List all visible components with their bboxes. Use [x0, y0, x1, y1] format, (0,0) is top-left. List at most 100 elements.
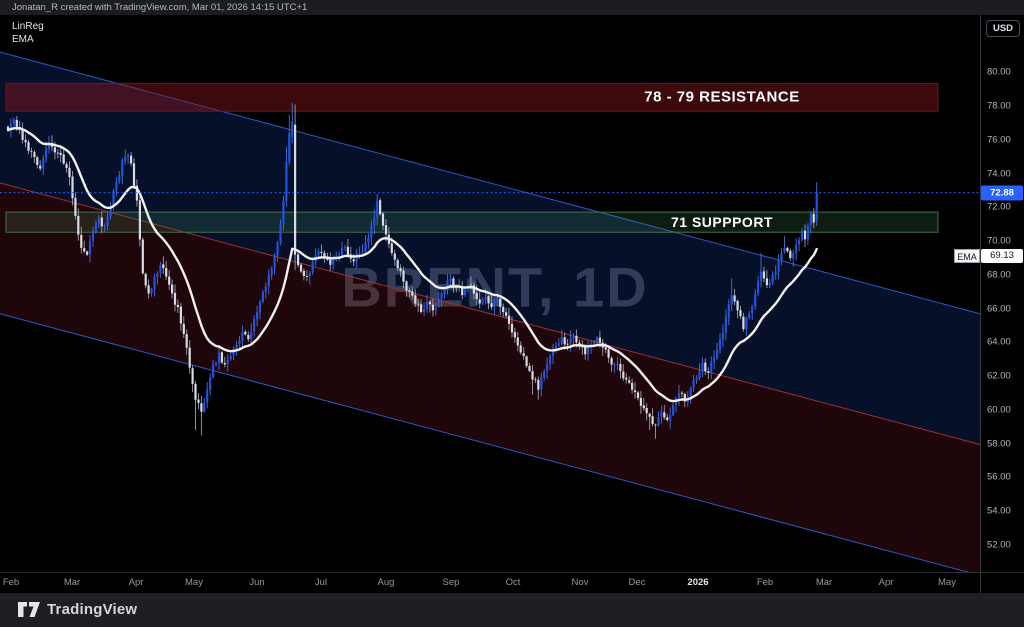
support-zone-label[interactable]: 71 SUPPPORT [671, 214, 773, 231]
candle [689, 386, 692, 404]
candle [642, 397, 645, 411]
time-label-month: Oct [505, 577, 521, 588]
candle [572, 333, 575, 347]
candle [730, 278, 733, 312]
candle [209, 373, 212, 396]
candle [519, 341, 522, 355]
candle [713, 350, 716, 369]
candle [74, 192, 77, 220]
candle [399, 264, 402, 277]
candle [294, 104, 297, 270]
candle [557, 338, 560, 348]
candle [663, 405, 666, 420]
candle [619, 358, 622, 379]
candle [510, 316, 514, 338]
resistance-zone-label[interactable]: 78 - 79 RESISTANCE [644, 88, 800, 106]
candle [238, 336, 241, 350]
time-label-month: Sep [442, 577, 460, 588]
candle [806, 223, 809, 245]
candle [130, 152, 133, 167]
candle [223, 356, 226, 368]
candle [329, 252, 332, 271]
candle [88, 234, 92, 263]
candle [267, 269, 270, 295]
candle [65, 162, 68, 173]
candle [393, 249, 396, 266]
candle [261, 290, 264, 304]
candle [423, 302, 426, 316]
candle [200, 396, 203, 436]
candle [507, 308, 511, 330]
tradingview-logo-link[interactable]: TradingView [18, 601, 137, 618]
candle [42, 155, 45, 175]
candle [718, 333, 722, 354]
price-tick: 54.00 [987, 505, 1011, 517]
candle [701, 357, 704, 378]
support-zone[interactable] [5, 211, 939, 233]
candle [610, 356, 613, 372]
price-tick: 68.00 [987, 269, 1011, 281]
candle [27, 139, 30, 155]
price-tick: 80.00 [987, 66, 1011, 78]
candle [502, 303, 505, 317]
chart-pane[interactable]: BRENT, 1D LinReg EMA 78 - 79 RESISTANCE … [0, 15, 980, 572]
candle [68, 161, 71, 186]
candle [217, 345, 221, 371]
candle [551, 343, 555, 364]
indicator-label-ema[interactable]: EMA [12, 34, 34, 45]
candle [127, 153, 130, 164]
candle [777, 254, 780, 280]
candle [733, 289, 736, 306]
candle [273, 253, 276, 275]
candle [33, 150, 36, 164]
candle [537, 376, 540, 400]
candle [748, 311, 751, 320]
candle [464, 287, 467, 297]
linreg-channel-lines[interactable] [0, 51, 980, 572]
candle [762, 266, 765, 282]
price-tick: 56.00 [987, 471, 1011, 483]
time-label-month: Apr [878, 577, 894, 588]
candle [704, 358, 707, 376]
candle [780, 248, 783, 266]
price-tick: 70.00 [987, 235, 1011, 247]
time-axis[interactable]: Feb Mar Apr May Jun Jul Aug Sep Oct Nov Dec 2026 Feb… [0, 572, 1024, 594]
price-axis[interactable]: USD 80.00 78.00 76.00 74.00 72.00 70.00 68.00 6… [980, 15, 1024, 572]
candle [636, 390, 640, 401]
candle [446, 273, 449, 295]
candle [633, 382, 637, 399]
currency-button[interactable]: USD [986, 20, 1020, 37]
candle [431, 298, 434, 317]
candle [36, 155, 39, 169]
ema-badge-value: 69.13 [981, 248, 1023, 263]
candle [308, 270, 311, 285]
candle [622, 364, 625, 381]
candle [77, 208, 80, 241]
ema-line[interactable] [6, 126, 818, 403]
candle [188, 340, 191, 374]
candle [513, 327, 516, 343]
indicator-label-linreg[interactable]: LinReg [12, 21, 44, 32]
candle [247, 331, 250, 342]
price-tick: 60.00 [987, 404, 1011, 416]
candle [680, 390, 683, 398]
candle [651, 408, 654, 427]
time-label-month: Feb [756, 577, 774, 588]
resistance-zone[interactable] [5, 82, 939, 112]
candle [795, 238, 798, 261]
candle [39, 160, 42, 171]
candle [220, 350, 223, 364]
candle [452, 276, 455, 293]
candle [625, 373, 628, 384]
candle [692, 374, 695, 392]
candle [115, 177, 118, 197]
candle [657, 411, 660, 427]
candle [147, 279, 150, 299]
candle [297, 249, 300, 268]
candle [320, 244, 323, 257]
candle [179, 302, 182, 332]
candle [505, 308, 508, 318]
price-tick: 78.00 [987, 100, 1011, 112]
attribution-bar: Jonatan_R created with TradingView.com, … [0, 0, 1024, 15]
candle [276, 241, 279, 262]
